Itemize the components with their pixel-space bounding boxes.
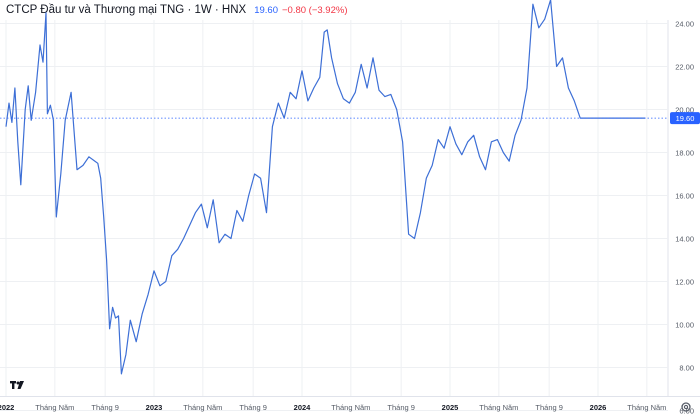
x-tick-label: 2026	[590, 403, 607, 412]
x-tick-label: Tháng 9	[91, 403, 119, 412]
x-tick-label: 2024	[294, 403, 312, 412]
symbol-title[interactable]: CTCP Đầu tư và Thương mại TNG · 1W · HNX	[6, 4, 247, 16]
x-tick-label: 2023	[146, 403, 163, 412]
y-tick-label: 16.00	[675, 192, 694, 201]
y-tick-label: 12.00	[675, 278, 694, 287]
y-tick-label: 10.00	[675, 321, 694, 330]
x-tick-label: 2022	[0, 403, 14, 412]
y-tick-label: 24.00	[675, 20, 694, 29]
x-tick-label: Tháng Năm	[35, 403, 74, 412]
x-tick-label: 2025	[442, 403, 459, 412]
y-tick-label: 22.00	[675, 63, 694, 72]
x-tick-label: Tháng 9	[535, 403, 563, 412]
last-price-tag-label: 19.60	[676, 114, 695, 123]
gear-icon[interactable]	[680, 401, 692, 413]
x-tick-label: Tháng 9	[387, 403, 415, 412]
y-tick-label: 20.00	[675, 106, 694, 115]
tradingview-logo-icon[interactable]	[10, 381, 24, 391]
last-price: 19.60	[254, 5, 278, 16]
price-line[interactable]	[5, 0, 646, 375]
y-tick-label: 14.00	[675, 235, 694, 244]
price-change: −0.80 (−3.92%)	[282, 5, 348, 16]
x-tick-label: Tháng Năm	[183, 403, 222, 412]
x-tick-label: Tháng 9	[239, 403, 267, 412]
x-tick-label: Tháng Năm	[331, 403, 370, 412]
chart-header: CTCP Đầu tư và Thương mại TNG · 1W · HNX…	[6, 4, 348, 18]
last-price-tag	[670, 112, 700, 125]
y-tick-label: 8.00	[679, 364, 694, 373]
y-tick-label: 18.00	[675, 149, 694, 158]
x-tick-label: Tháng Năm	[627, 403, 666, 412]
x-tick-label: Tháng Năm	[479, 403, 518, 412]
